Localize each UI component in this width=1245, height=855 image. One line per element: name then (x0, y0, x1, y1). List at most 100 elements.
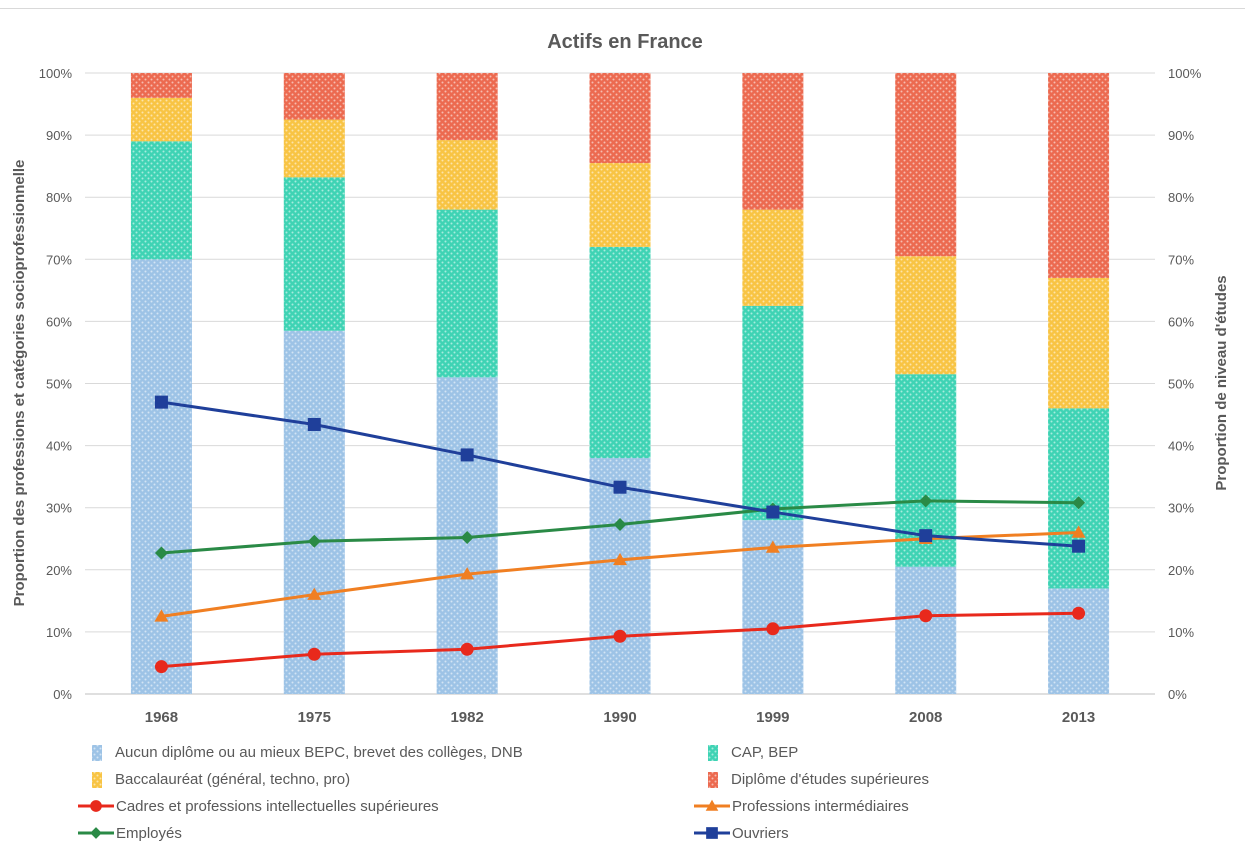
data-point (307, 647, 321, 661)
bar-segment-texture (742, 305, 804, 521)
right-tick-label: 70% (1168, 252, 1194, 267)
legend-label: CAP, BEP (731, 744, 798, 761)
left-tick-label: 0% (53, 687, 72, 702)
bar-segment-texture (589, 163, 651, 247)
data-point (613, 480, 627, 494)
right-tick-label: 100% (1168, 66, 1202, 81)
chart-title: Actifs en France (547, 31, 703, 53)
data-point (765, 540, 780, 553)
legend-label: Aucun diplôme ou au mieux BEPC, brevet d… (115, 744, 523, 761)
bar-segment-texture (130, 73, 192, 98)
data-point (1072, 539, 1086, 553)
left-tick-label: 10% (46, 625, 72, 640)
data-point (460, 448, 474, 462)
data-point (919, 529, 933, 543)
data-point (613, 629, 627, 643)
bar-segment-texture (895, 256, 957, 375)
left-tick-label: 100% (39, 66, 73, 81)
legend-label: Employés (116, 825, 182, 842)
bar-segment-texture (589, 458, 651, 694)
data-point (766, 505, 780, 519)
data-point (1072, 496, 1086, 510)
left-tick-label: 20% (46, 563, 72, 578)
data-point (307, 534, 321, 548)
right-tick-label: 40% (1168, 439, 1194, 454)
bar-segment-texture (589, 73, 651, 164)
left-tick-label: 80% (46, 190, 72, 205)
data-point (613, 552, 627, 566)
category-labels: 1968 1975 1982 1990 1999 2008 2013 (145, 709, 1096, 726)
right-axis-ticks: 0% 10% 20% 30% 40% 50% 60% 70% 80% 90% 100% (1168, 66, 1202, 702)
legend-swatch-texture (92, 745, 102, 761)
right-tick-label: 80% (1168, 190, 1194, 205)
data-point (460, 531, 474, 545)
data-point (154, 609, 169, 622)
legend: Aucun diplôme ou au mieux BEPC, brevet d… (78, 744, 929, 842)
category-label: 1982 (450, 709, 483, 726)
bar-segment-texture (283, 119, 345, 178)
left-tick-label: 50% (46, 377, 72, 392)
data-point (154, 546, 168, 560)
right-tick-label: 20% (1168, 563, 1194, 578)
legend-marker (90, 827, 102, 839)
data-point (766, 622, 780, 636)
legend-label: Professions intermédiaires (732, 798, 909, 815)
right-tick-label: 90% (1168, 128, 1194, 143)
bar-segment-texture (130, 259, 192, 694)
left-axis-ticks: 0% 10% 20% 30% 40% 50% 60% 70% 80% 90% 100% (39, 66, 73, 702)
legend-label: Baccalauréat (général, techno, pro) (115, 771, 350, 788)
right-tick-label: 50% (1168, 377, 1194, 392)
right-tick-label: 30% (1168, 501, 1194, 516)
data-point (460, 642, 474, 656)
legend-label: Diplôme d'études supérieures (731, 771, 929, 788)
data-point (919, 609, 933, 623)
bar-segment-texture (1048, 73, 1110, 278)
left-axis-title: Proportion des professions et catégories… (11, 160, 28, 607)
bar-segment-texture (589, 246, 651, 459)
category-label: 2013 (1062, 709, 1095, 726)
legend-swatch-texture (708, 745, 718, 761)
bar-segment-texture (742, 209, 804, 306)
category-label: 1999 (756, 709, 789, 726)
legend-swatch-texture (708, 772, 718, 788)
data-point (154, 660, 168, 674)
right-tick-label: 10% (1168, 625, 1194, 640)
data-point (307, 587, 322, 600)
bar-segment-texture (895, 73, 957, 257)
category-label: 2008 (909, 709, 942, 726)
left-tick-label: 70% (46, 252, 72, 267)
bar-segment-texture (895, 566, 957, 694)
bar-segment-texture (1048, 588, 1110, 694)
right-axis-title: Proportion de niveau d'études (1213, 275, 1230, 490)
data-point (919, 494, 933, 508)
bar-segment-texture (283, 73, 345, 120)
bar-segment-texture (130, 141, 192, 260)
category-label: 1968 (145, 709, 178, 726)
data-point (613, 517, 627, 531)
data-point (154, 395, 168, 409)
bars (130, 73, 1110, 694)
left-tick-label: 60% (46, 314, 72, 329)
left-tick-label: 30% (46, 501, 72, 516)
lines (154, 395, 1086, 674)
bar-segment-texture (436, 209, 498, 378)
right-tick-label: 0% (1168, 687, 1187, 702)
left-tick-label: 90% (46, 128, 72, 143)
right-tick-label: 60% (1168, 314, 1194, 329)
category-label: 1990 (603, 709, 636, 726)
legend-marker (705, 799, 719, 811)
legend-swatch-texture (92, 772, 102, 788)
data-point (1072, 606, 1086, 620)
bar-segment-texture (436, 140, 498, 210)
data-point (460, 567, 475, 580)
legend-label: Cadres et professions intellectuelles su… (116, 798, 439, 815)
left-tick-label: 40% (46, 439, 72, 454)
top-rule (0, 8, 1245, 9)
data-point (1071, 525, 1086, 538)
data-point (307, 417, 321, 431)
legend-marker (706, 827, 718, 839)
bar-segment-texture (436, 73, 498, 141)
category-label: 1975 (298, 709, 331, 726)
bar-segment-texture (742, 73, 804, 210)
